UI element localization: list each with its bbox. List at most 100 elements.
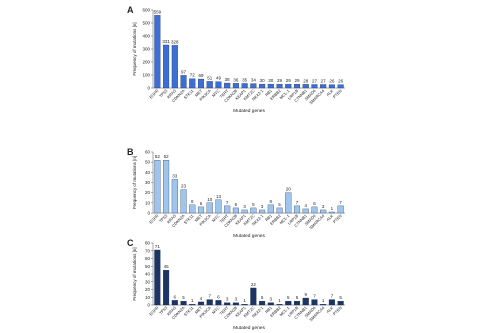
bar xyxy=(259,209,266,214)
y-tick-label: 40 xyxy=(145,272,151,277)
value-label: 23 xyxy=(181,184,187,189)
bar xyxy=(320,304,327,306)
y-tick-label: 10 xyxy=(145,295,151,300)
value-label: 97 xyxy=(181,69,187,74)
bar xyxy=(320,84,327,89)
bar xyxy=(163,159,170,214)
bar xyxy=(276,207,283,214)
value-label: 20 xyxy=(286,187,292,192)
bar xyxy=(224,205,231,214)
bar xyxy=(189,78,196,89)
bar xyxy=(163,44,170,89)
x-tick-label: TP53 xyxy=(158,88,169,99)
value-label: 1 xyxy=(191,298,194,303)
value-label: 5 xyxy=(235,202,238,207)
value-label: 34 xyxy=(251,78,257,83)
bar xyxy=(311,206,318,214)
y-axis-label: Frequency of mutations [n] xyxy=(132,22,137,75)
y-tick-label: 60 xyxy=(145,150,151,155)
x-tick-label: ALK xyxy=(325,213,334,222)
bar xyxy=(241,83,248,89)
value-label: 3 xyxy=(235,297,238,302)
y-tick-label: 80 xyxy=(145,241,151,246)
value-label: 3 xyxy=(243,204,246,209)
value-label: 7 xyxy=(331,294,334,299)
bar xyxy=(250,207,257,214)
value-label: 52 xyxy=(164,154,170,159)
bar xyxy=(320,209,327,214)
x-tick-label: MYC xyxy=(211,88,221,98)
y-tick-label: 100 xyxy=(142,73,150,78)
bar xyxy=(302,297,309,306)
y-tick-label: 500 xyxy=(142,21,150,26)
bar xyxy=(197,78,205,89)
x-tick-label: MET xyxy=(194,88,204,98)
x-tick-label: KRAS xyxy=(166,305,177,316)
bar xyxy=(293,205,301,214)
bar xyxy=(224,82,231,89)
value-label: 29 xyxy=(286,78,292,83)
value-label: 9 xyxy=(304,292,307,297)
bar xyxy=(171,45,178,89)
bar xyxy=(180,189,187,214)
bar xyxy=(250,83,257,89)
value-label: 3 xyxy=(270,297,273,302)
x-tick-label: PTEN xyxy=(332,305,343,316)
value-label: 4 xyxy=(304,203,307,208)
y-tick-label: 50 xyxy=(145,264,151,269)
bar xyxy=(215,81,222,89)
value-label: 4 xyxy=(200,296,203,301)
bar xyxy=(276,304,283,306)
y-axis-label: Frequency of mutations [n] xyxy=(132,156,137,209)
bar xyxy=(337,205,344,214)
bar xyxy=(311,299,318,306)
panel-label: C xyxy=(127,238,134,248)
value-label: 26 xyxy=(338,79,344,84)
x-tick-label: MYC xyxy=(211,305,221,315)
y-tick-label: 60 xyxy=(145,256,151,261)
bar xyxy=(232,83,239,89)
bar xyxy=(241,304,248,306)
y-tick-label: 10 xyxy=(145,200,151,205)
bar xyxy=(180,75,187,89)
y-tick-label: 20 xyxy=(145,287,151,292)
x-tick-label: MYC xyxy=(211,213,221,223)
bar xyxy=(302,84,309,89)
bar xyxy=(328,299,335,306)
x-tick-label: TERT xyxy=(219,88,230,99)
value-label: 1 xyxy=(243,298,246,303)
bar xyxy=(250,287,257,306)
bar xyxy=(337,300,344,306)
bar xyxy=(311,84,318,89)
x-tick-label: EGFR xyxy=(148,88,159,99)
value-label: 328 xyxy=(171,39,179,44)
x-tick-label: TERT xyxy=(219,305,230,316)
x-tick-label: MET xyxy=(194,213,204,223)
value-label: 52 xyxy=(155,154,161,159)
bar xyxy=(215,199,222,214)
value-label: 1 xyxy=(278,298,281,303)
bar xyxy=(232,302,239,306)
x-tick-label: TP53 xyxy=(158,305,169,316)
bar xyxy=(215,300,222,306)
value-label: 27 xyxy=(321,78,327,83)
bar xyxy=(206,202,213,214)
x-axis-label: Mutated genes xyxy=(233,108,265,114)
x-tick-label: RB1 xyxy=(264,305,274,315)
value-label: 10 xyxy=(207,197,213,202)
value-label: 7 xyxy=(296,200,299,205)
bar xyxy=(302,208,309,214)
x-tick-label: ALK xyxy=(325,305,334,314)
value-label: 33 xyxy=(172,173,178,178)
x-tick-label: MET xyxy=(194,305,204,315)
bar xyxy=(259,300,266,306)
value-label: 26 xyxy=(329,79,335,84)
x-tick-label: PTEN xyxy=(332,213,343,224)
y-tick-label: 300 xyxy=(142,47,150,52)
value-label: 5 xyxy=(261,295,264,300)
bar xyxy=(285,300,292,306)
value-label: 38 xyxy=(225,77,231,82)
bar xyxy=(293,84,301,89)
bar xyxy=(189,204,196,214)
value-label: 51 xyxy=(207,75,213,80)
